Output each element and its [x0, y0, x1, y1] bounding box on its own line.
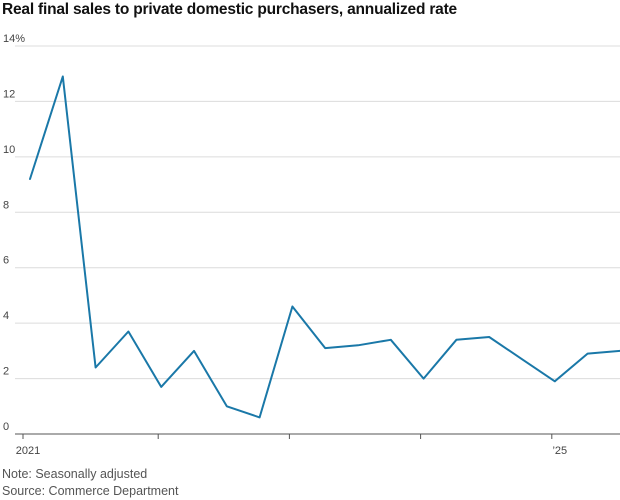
y-tick-label: 4 — [3, 310, 9, 322]
y-tick-label: 14% — [3, 33, 25, 45]
y-tick-label: 6 — [3, 255, 9, 267]
notes: Note: Seasonally adjusted Source: Commer… — [2, 466, 178, 500]
y-tick-label: 8 — [3, 199, 9, 211]
y-tick-label: 2 — [3, 366, 9, 378]
chart-title: Real final sales to private domestic pur… — [2, 1, 457, 18]
series-line — [29, 75, 620, 419]
y-axis-tick-labels: 0 2 4 6 8 10 12 14% — [3, 33, 25, 433]
y-tick-label: 10 — [3, 144, 15, 156]
x-tick-label: 2021 — [16, 445, 40, 457]
y-tick-label: 12 — [3, 88, 15, 100]
note-text: Note: Seasonally adjusted — [2, 467, 148, 481]
series-layer — [29, 75, 620, 419]
gridlines — [15, 45, 620, 380]
source-text: Source: Commerce Department — [2, 484, 179, 498]
y-tick-label: 0 — [3, 421, 9, 433]
x-axis: 2021 ’25 — [15, 433, 620, 457]
x-tick-label: ’25 — [552, 445, 567, 457]
